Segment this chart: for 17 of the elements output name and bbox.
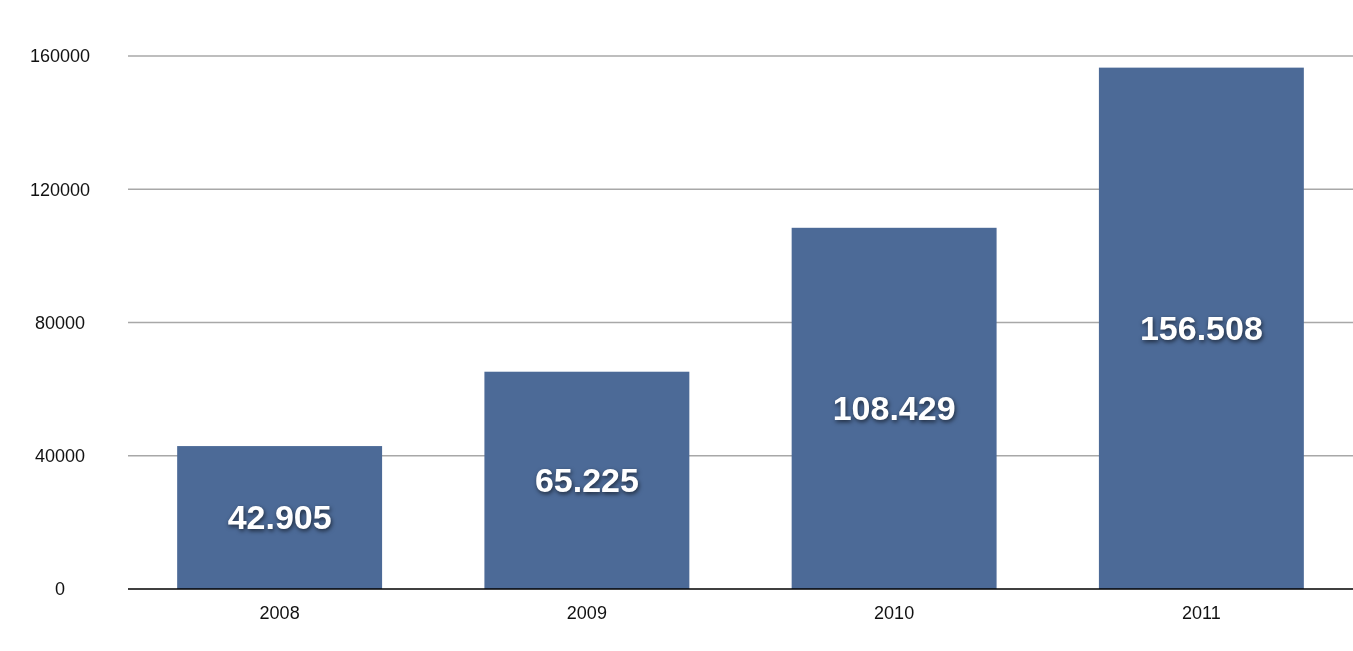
y-tick-label: 0: [54, 579, 66, 600]
x-tick-label: 2009: [566, 603, 607, 623]
data-label: 65.225: [534, 461, 639, 500]
data-label: 42.905: [227, 498, 332, 537]
data-label: 108.429: [832, 389, 956, 428]
data-label: 156.508: [1139, 309, 1263, 348]
x-tick-label: 2011: [1182, 603, 1221, 623]
x-tick-label: 2010: [874, 603, 915, 623]
bar: [1098, 67, 1304, 589]
bar: [177, 446, 383, 589]
bar: [484, 371, 690, 589]
x-tick-label: 2008: [259, 603, 300, 623]
y-tick-label: 40000: [34, 446, 86, 467]
y-tick-label: 80000: [34, 312, 86, 333]
bar: [791, 227, 997, 589]
y-tick-label: 120000: [29, 179, 91, 200]
y-tick-label: 160000: [29, 46, 91, 67]
